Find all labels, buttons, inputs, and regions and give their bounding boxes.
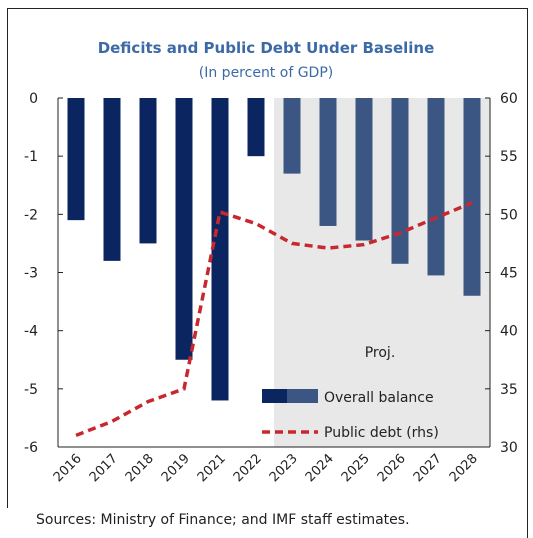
bar-2019 bbox=[175, 98, 193, 360]
bar-2025 bbox=[355, 98, 373, 241]
bar-2026 bbox=[391, 98, 409, 264]
y-left-tick-label: -5 bbox=[24, 382, 38, 398]
x-tick-label-2018: 2018 bbox=[123, 451, 157, 485]
bar-2022 bbox=[247, 98, 265, 157]
y-right-tick-label: 45 bbox=[500, 266, 518, 282]
x-tick-label-2023: 2023 bbox=[267, 451, 301, 485]
chart-subtitle: (In percent of GDP) bbox=[199, 65, 333, 81]
projection-label: Proj. bbox=[365, 345, 396, 361]
bar-2021 bbox=[211, 98, 229, 401]
x-tick-label-2016: 2016 bbox=[51, 451, 85, 485]
deficits-debt-chart: Deficits and Public Debt Under Baseline … bbox=[24, 39, 518, 485]
x-tick-label-2025: 2025 bbox=[339, 451, 373, 485]
bar-2027 bbox=[427, 98, 445, 276]
y-left-tick-label: -4 bbox=[24, 324, 38, 340]
y-left-tick-label: 0 bbox=[29, 91, 38, 107]
legend-label-public-debt: Public debt (rhs) bbox=[324, 425, 439, 441]
y-right-tick-label: 40 bbox=[500, 324, 518, 340]
x-tick-label-2027: 2027 bbox=[411, 451, 445, 485]
chart-frame bbox=[7, 8, 528, 508]
y-left-tick-label: -1 bbox=[24, 149, 38, 165]
projection-shade bbox=[274, 98, 490, 447]
y-right-tick-label: 60 bbox=[500, 91, 518, 107]
y-left-tick-label: -3 bbox=[24, 266, 38, 282]
legend-label-overall-balance: Overall balance bbox=[324, 390, 434, 406]
y-right-tick-label: 50 bbox=[500, 207, 518, 223]
x-tick-label-2021: 2021 bbox=[195, 451, 229, 485]
source-note: Sources: Ministry of Finance; and IMF st… bbox=[36, 512, 410, 528]
chart-title: Deficits and Public Debt Under Baseline bbox=[98, 39, 435, 57]
y-right-tick-label: 55 bbox=[500, 149, 518, 165]
legend-bar-swatch bbox=[262, 389, 318, 403]
x-tick-label-2028: 2028 bbox=[447, 451, 481, 485]
bar-2024 bbox=[319, 98, 337, 226]
y-left-tick-label: -6 bbox=[24, 440, 38, 456]
y-right-tick-label: 35 bbox=[500, 382, 518, 398]
public-debt-line bbox=[75, 201, 473, 437]
bar-2016 bbox=[67, 98, 85, 221]
x-tick-label-2024: 2024 bbox=[303, 451, 337, 485]
y-left-tick-label: -2 bbox=[24, 207, 38, 223]
x-tick-label-2026: 2026 bbox=[375, 451, 409, 485]
bar-2018 bbox=[139, 98, 157, 244]
y-right-tick-label: 30 bbox=[500, 440, 518, 456]
bar-2023 bbox=[283, 98, 301, 174]
x-tick-label-2019: 2019 bbox=[159, 451, 193, 485]
x-tick-label-2017: 2017 bbox=[87, 451, 121, 485]
bar-2017 bbox=[103, 98, 121, 261]
frame-edge bbox=[527, 508, 528, 538]
x-tick-label-2022: 2022 bbox=[231, 451, 265, 485]
bar-2028 bbox=[463, 98, 481, 296]
